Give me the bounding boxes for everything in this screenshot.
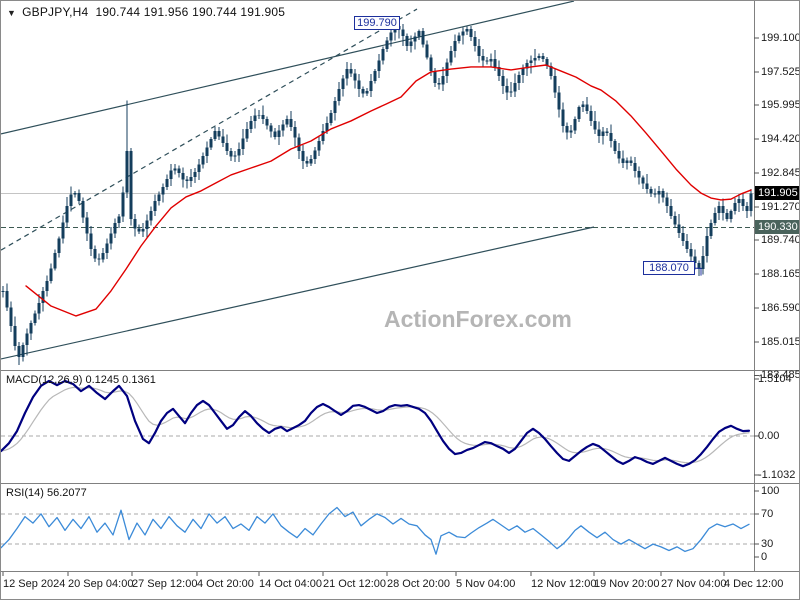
time-tick-label: 27 Nov 04:00 [661, 578, 727, 590]
symbol-timeframe-label: GBPJPY,H4 [22, 5, 89, 19]
time-tick-label: 14 Oct 04:00 [259, 578, 322, 590]
time-tick-label: 21 Oct 12:00 [323, 578, 386, 590]
macd-indicator-label: MACD(12,26,9) 0.1245 0.1361 [6, 374, 156, 386]
time-tick-label: 12 Sep 2024 [3, 578, 66, 590]
time-tick-label: 27 Sep 12:00 [132, 578, 198, 590]
rsi-tick-label: 70 [761, 507, 774, 520]
price-tick-label: 183.485 [761, 369, 800, 382]
price-tick-label: 185.015 [761, 336, 800, 349]
price-tick-label: 188.165 [761, 268, 800, 281]
price-tick-label: 186.590 [761, 302, 800, 315]
time-tick-label: 19 Nov 20:00 [594, 578, 660, 590]
price-tick-label: 191.270 [761, 201, 800, 214]
watermark: ActionForex.com [384, 306, 572, 332]
macd-tick-label: 0.00 [758, 430, 780, 442]
macd-tick-label: -1.1032 [758, 469, 796, 481]
price-tick-label: 194.420 [761, 133, 800, 146]
time-tick-label: 4 Dec 12:00 [724, 578, 784, 590]
price-tick-label: 195.995 [761, 99, 800, 112]
level-price-tag: 190.330 [755, 220, 799, 235]
time-tick-label: 28 Oct 20:00 [387, 578, 450, 590]
rsi-tick-label: 0 [761, 551, 768, 563]
symbol-marker-icon: ▼ [7, 8, 17, 18]
price-tick-label: 197.525 [761, 66, 800, 79]
current-price-tag: 191.905 [755, 186, 799, 201]
low-price-annotation: 188.070 [643, 261, 695, 276]
macd-tick-label: 1.5104 [758, 373, 792, 386]
price-tick-label: 192.845 [761, 167, 800, 180]
rsi-indicator-label: RSI(14) 56.2077 [6, 487, 87, 499]
time-tick-label: 20 Sep 04:00 [68, 578, 134, 590]
time-tick-label: 4 Oct 20:00 [197, 578, 254, 590]
price-tick-label: 189.740 [761, 234, 800, 247]
ohlc-values: 190.744 191.956 190.744 191.905 [95, 5, 286, 19]
rsi-tick-label: 100 [761, 485, 780, 497]
chart-header: ▼ GBPJPY,H4 190.744 191.956 190.744 191.9… [7, 5, 285, 19]
rsi-tick-label: 30 [761, 538, 774, 551]
high-price-annotation: 199.790 [354, 16, 400, 31]
price-tick-label: 199.100 [761, 32, 800, 44]
time-tick-label: 5 Nov 04:00 [456, 578, 516, 590]
time-tick-label: 12 Nov 12:00 [531, 578, 597, 590]
